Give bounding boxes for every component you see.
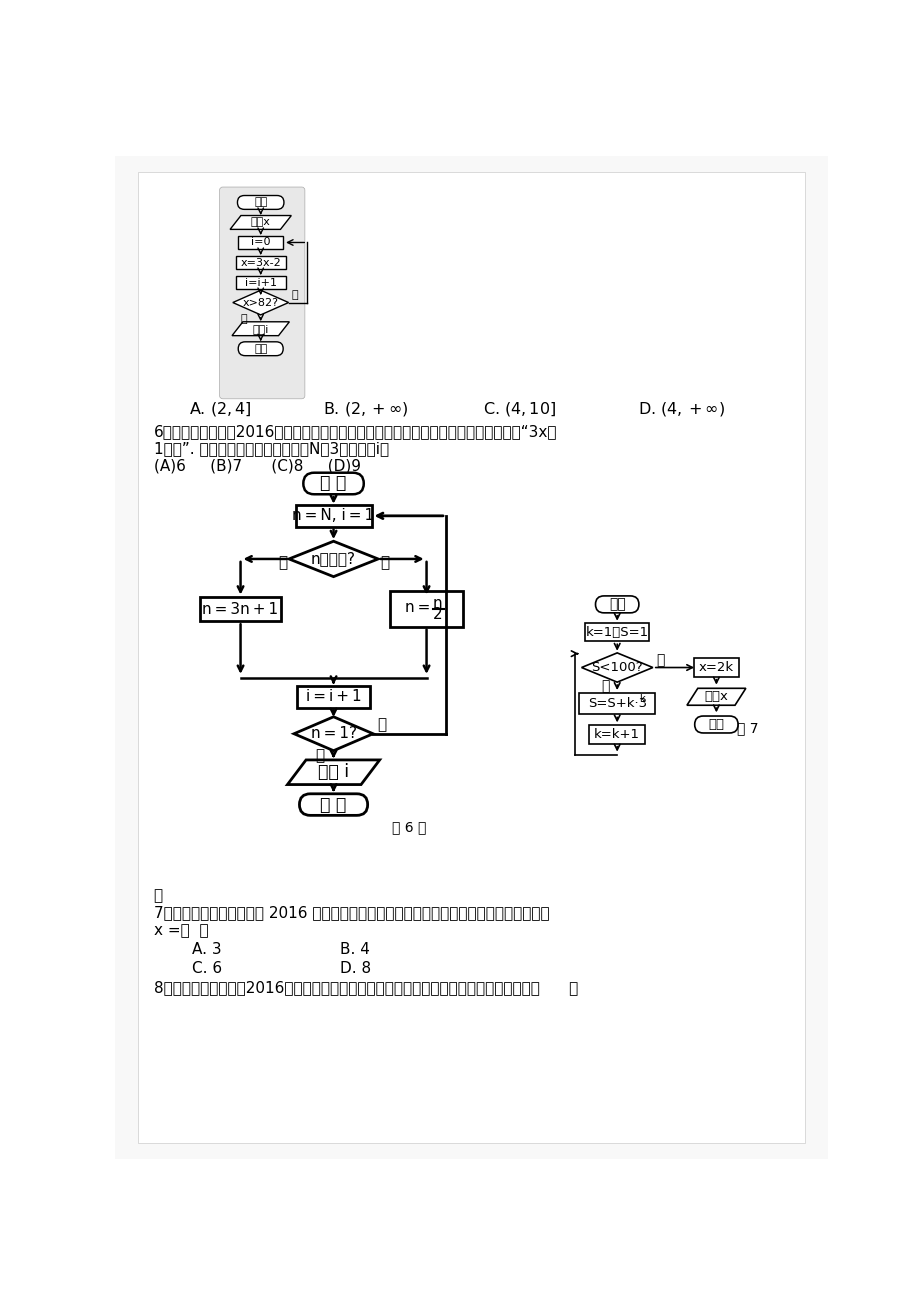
FancyBboxPatch shape [220,187,304,398]
Text: 结束: 结束 [708,717,723,730]
Bar [693,659,738,677]
Text: n =: n = [404,600,429,615]
Text: C. 6: C. 6 [192,961,222,976]
FancyBboxPatch shape [595,596,638,613]
Text: 输出i: 输出i [252,324,268,333]
Text: 否: 否 [291,290,298,299]
Text: x>82?: x>82? [243,298,278,307]
Bar [390,591,463,626]
Text: 结束: 结束 [254,344,267,354]
Polygon shape [233,290,289,315]
Polygon shape [232,322,289,336]
Text: i=i+1: i=i+1 [244,277,277,288]
Text: S=S+k·3: S=S+k·3 [587,697,646,710]
Text: n: n [432,596,442,611]
Text: k=1，S=1: k=1，S=1 [585,625,648,638]
Text: C. $(4,10]$: C. $(4,10]$ [482,400,556,418]
Text: A. 3: A. 3 [192,941,221,957]
Text: (A)6     (B)7      (C)8     (D)9: (A)6 (B)7 (C)8 (D)9 [153,458,360,474]
Text: 是: 是 [240,315,246,324]
Text: n = N, i = 1: n = N, i = 1 [292,508,374,523]
Text: B. $(2,+\infty)$: B. $(2,+\infty)$ [323,400,408,418]
Text: k=k+1: k=k+1 [594,728,640,741]
Polygon shape [287,760,380,785]
Text: 开始: 开始 [254,198,267,207]
Text: 开始: 开始 [608,598,625,612]
Text: 7、（孝感市六校教学联盟 2016 届高三上学期期末联考）执行右上图的程序框图，则输出的: 7、（孝感市六校教学联盟 2016 届高三上学期期末联考）执行右上图的程序框图，… [153,906,549,921]
Text: x =（  ）: x =（ ） [153,923,208,939]
Text: 否: 否 [380,555,389,570]
Text: x=3x-2: x=3x-2 [240,258,281,267]
Bar [295,505,371,526]
Text: 开 始: 开 始 [320,474,346,492]
Text: 否: 否 [377,717,386,732]
Bar [235,276,286,289]
Text: 否: 否 [655,652,664,667]
Polygon shape [686,689,745,706]
Polygon shape [581,652,652,682]
Text: 输出x: 输出x [704,690,728,703]
Bar [579,693,654,715]
Text: n = 3n + 1: n = 3n + 1 [202,602,278,617]
Bar [199,596,281,621]
Text: A. $(2,4]$: A. $(2,4]$ [188,400,251,418]
Text: 是: 是 [601,680,609,693]
Text: k: k [638,694,644,704]
Text: 是: 是 [314,747,323,763]
Text: i=0: i=0 [251,237,270,247]
Text: i = i + 1: i = i + 1 [305,689,361,704]
Text: 输入x: 输入x [251,217,270,228]
Text: D. $(4,+\infty)$: D. $(4,+\infty)$ [638,400,724,418]
Bar [235,255,286,270]
Polygon shape [230,216,291,229]
Text: n是奇数?: n是奇数? [311,552,356,566]
FancyBboxPatch shape [238,342,283,355]
Text: 题: 题 [153,888,163,904]
FancyBboxPatch shape [694,716,737,733]
Text: 输出 i: 输出 i [318,763,348,781]
Text: 第 6 题: 第 6 题 [391,820,426,835]
Text: 6、（武汉市武昌区2016届高三元月调研）右边程序框图的算法思路源于世界数学名题“3x＋: 6、（武汉市武昌区2016届高三元月调研）右边程序框图的算法思路源于世界数学名题… [153,424,557,439]
FancyBboxPatch shape [299,794,368,815]
FancyBboxPatch shape [237,195,284,210]
Text: 2: 2 [433,607,443,622]
Bar [238,236,283,250]
Text: x=2k: x=2k [698,661,733,674]
Polygon shape [294,717,373,751]
Text: S<100?: S<100? [591,661,642,674]
Text: D. 8: D. 8 [339,961,370,976]
Bar [584,622,648,642]
Text: B. 4: B. 4 [339,941,369,957]
FancyBboxPatch shape [303,473,363,495]
Text: 是: 是 [278,555,287,570]
Bar [297,686,370,707]
Text: 结 束: 结 束 [320,796,346,814]
Bar [589,725,644,743]
Text: 第 7: 第 7 [736,721,757,736]
Text: n = 1?: n = 1? [311,727,357,741]
Polygon shape [289,542,378,577]
Text: 8、（湖北省优质高中2016届高三下学期联考）如右图所示，执行程序框图输出的结果是（      ）: 8、（湖北省优质高中2016届高三下学期联考）如右图所示，执行程序框图输出的结果… [153,980,577,995]
Text: 1问题”. 执行该程序框图，若输入的N＝3，则输出i＝: 1问题”. 执行该程序框图，若输入的N＝3，则输出i＝ [153,441,389,456]
